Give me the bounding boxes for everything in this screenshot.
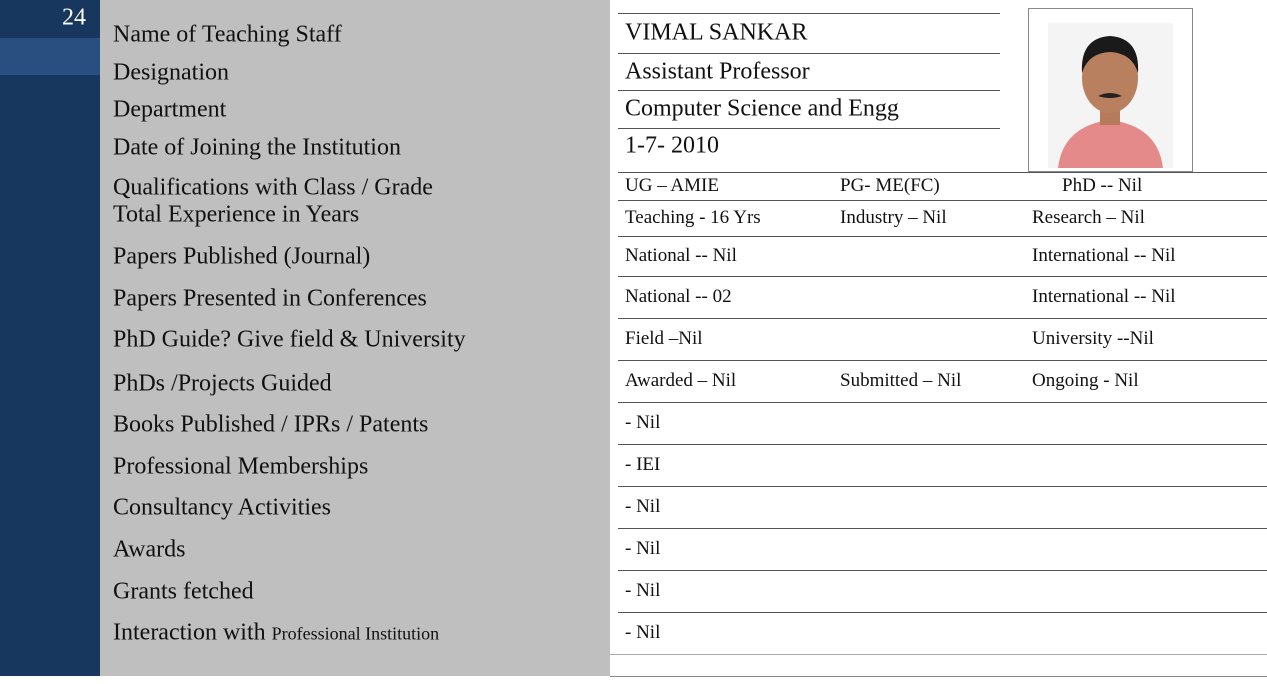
row-line: [618, 276, 1267, 277]
row-label: Interaction with Professional Institutio…: [113, 619, 440, 646]
cell-value: Ongoing - Nil: [1032, 370, 1139, 391]
row-label: Papers Published (Journal): [113, 243, 371, 270]
cell-value: Submitted – Nil: [840, 370, 962, 391]
cell-value: - IEI: [625, 454, 661, 475]
cell-value: Teaching - 16 Yrs: [625, 207, 761, 228]
row-label: Qualifications with Class / Grade: [113, 174, 433, 201]
row-line: [610, 676, 1267, 677]
row-line: [618, 570, 1267, 571]
side-band: [0, 0, 100, 676]
cell-value: International -- Nil: [1032, 245, 1176, 266]
row-number: 24: [62, 4, 86, 31]
row-label: Grants fetched: [113, 578, 254, 605]
row-line: [618, 236, 1267, 237]
cell-value: - Nil: [625, 580, 661, 601]
row-label: Designation: [113, 59, 229, 86]
cell-value: University --Nil: [1032, 328, 1154, 349]
cell-value: International -- Nil: [1032, 286, 1176, 307]
cell-value: - Nil: [625, 622, 661, 643]
row-label: Consultancy Activities: [113, 494, 331, 521]
row-line: [618, 402, 1267, 403]
photo: [1028, 8, 1193, 172]
cell-value: UG – AMIE: [625, 175, 719, 196]
row-label: Department: [113, 96, 227, 123]
row-label: Books Published / IPRs / Patents: [113, 411, 429, 438]
cell-value: Awarded – Nil: [625, 370, 737, 391]
cell-value: Industry – Nil: [840, 207, 947, 228]
row-line: [618, 90, 1000, 91]
row-line: [618, 444, 1267, 445]
cell-value: PG- ME(FC): [840, 175, 940, 196]
cell-value: 1-7- 2010: [625, 132, 719, 159]
cell-value: National -- 02: [625, 286, 732, 307]
row-label-small: Professional Institution: [271, 623, 440, 644]
row-line: [610, 654, 1267, 655]
row-label: Professional Memberships: [113, 453, 369, 480]
cell-value: Research – Nil: [1032, 207, 1145, 228]
row-line: [618, 486, 1267, 487]
row-label: Name of Teaching Staff: [113, 21, 342, 48]
row-label: Awards: [113, 536, 186, 563]
row-line: [618, 528, 1267, 529]
row-line: [618, 128, 1000, 129]
row-label: Total Experience in Years: [113, 201, 360, 228]
cell-value: Computer Science and Engg: [625, 95, 899, 122]
row-line: [618, 612, 1267, 613]
row-line: [618, 53, 1000, 54]
row-line: [618, 360, 1267, 361]
row-line: [618, 172, 1267, 173]
row-line: [618, 13, 1000, 14]
side-band-cell: [0, 38, 100, 75]
row-label: Date of Joining the Institution: [113, 134, 401, 161]
cell-value: VIMAL SANKAR: [625, 19, 808, 46]
cell-value: National -- Nil: [625, 245, 737, 266]
cell-value: PhD -- Nil: [1062, 175, 1143, 196]
cell-value: Assistant Professor: [625, 58, 810, 84]
cell-value: - Nil: [625, 412, 661, 433]
row-label: PhD Guide? Give field & University: [113, 326, 466, 353]
row-line: [618, 318, 1267, 319]
cell-value: - Nil: [625, 496, 661, 517]
cell-value: Field –Nil: [625, 328, 703, 349]
row-label: Papers Presented in Conferences: [113, 285, 427, 312]
row-label: PhDs /Projects Guided: [113, 370, 332, 397]
cell-value: - Nil: [625, 538, 661, 559]
row-line: [618, 200, 1267, 201]
label-column: [100, 0, 610, 676]
